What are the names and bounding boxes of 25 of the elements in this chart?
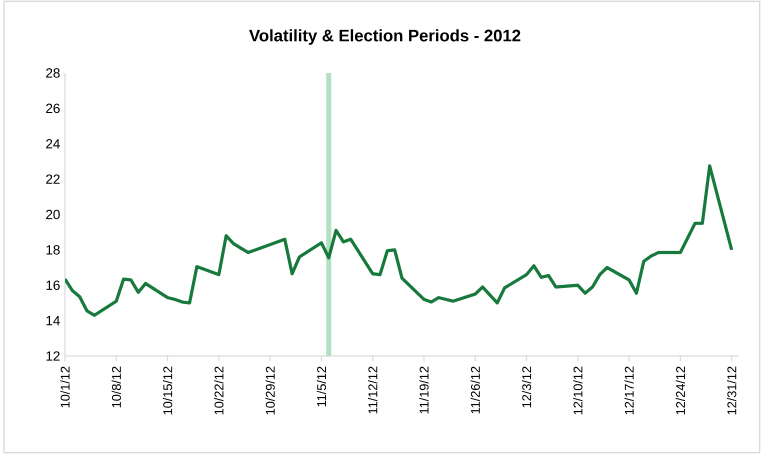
- x-tick-label: 12/17/12: [624, 366, 634, 414]
- x-tick-label: 10/22/12: [214, 366, 224, 414]
- y-tick-label: 14: [46, 316, 60, 326]
- y-tick-label: 24: [46, 139, 60, 148]
- x-tick-label: 11/19/12: [419, 366, 429, 414]
- y-tick-label: 28: [46, 68, 60, 78]
- x-tick-label: 12/10/12: [573, 366, 582, 414]
- y-tick-label: 20: [46, 210, 60, 220]
- x-tick-label: 11/26/12: [470, 366, 480, 414]
- y-tick-label: 16: [46, 280, 60, 290]
- y-tick-label: 26: [46, 104, 60, 114]
- x-tick-label: 11/12/12: [368, 366, 378, 414]
- y-tick-label: 18: [46, 245, 60, 255]
- line-series: [65, 164, 734, 317]
- x-tick-label: 10/1/12: [60, 366, 70, 408]
- chart-title: Volatility & Election Periods - 2012: [249, 29, 520, 45]
- y-tick-label: 12: [46, 351, 60, 361]
- x-tick-label: 10/15/12: [162, 366, 172, 414]
- x-tick-label: 10/29/12: [265, 366, 275, 414]
- x-tick-label: 12/31/12: [727, 366, 736, 414]
- x-tick-label: 10/8/12: [112, 366, 121, 408]
- x-tick-label: 12/24/12: [676, 366, 686, 414]
- y-tick-label: 22: [46, 174, 60, 184]
- x-tick-label: 11/5/12: [316, 366, 326, 406]
- x-tick-label: 12/3/12: [522, 366, 532, 408]
